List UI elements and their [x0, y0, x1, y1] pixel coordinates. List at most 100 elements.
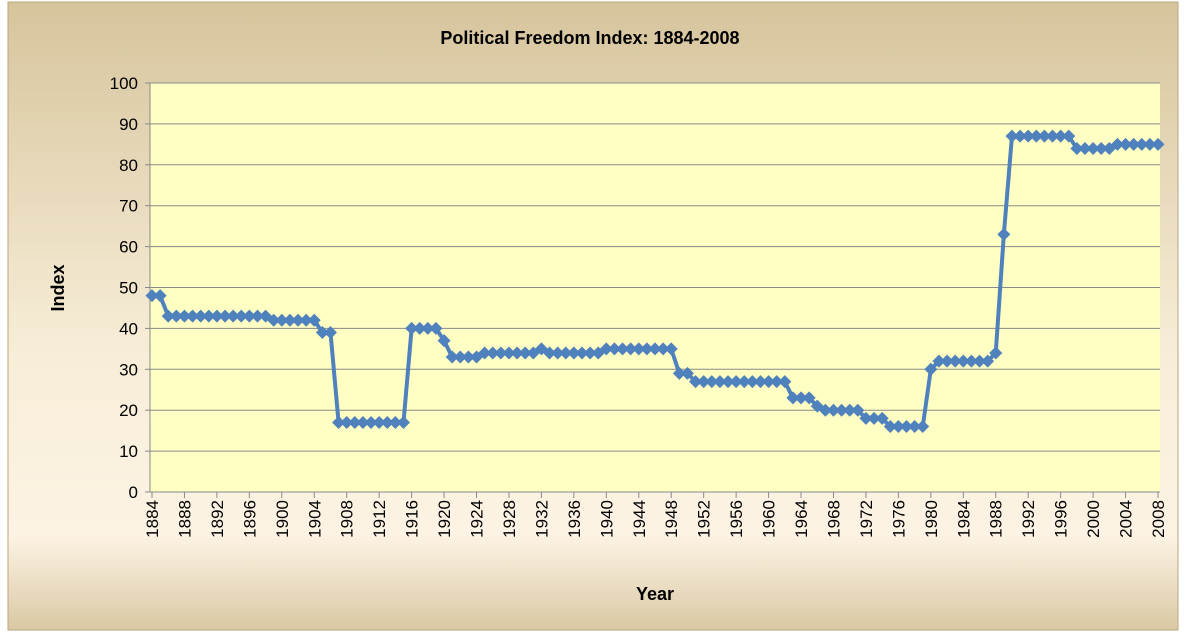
marker: [632, 342, 646, 356]
x-tick-label: 1904: [305, 500, 324, 538]
marker: [1143, 137, 1157, 151]
marker: [672, 366, 686, 380]
marker: [964, 354, 978, 368]
y-tick-label: 40: [119, 319, 138, 338]
marker: [161, 309, 175, 323]
x-tick-label: 1956: [727, 500, 746, 538]
marker: [664, 342, 678, 356]
marker: [478, 346, 492, 360]
marker: [956, 354, 970, 368]
x-tick-label: 1884: [143, 500, 162, 538]
marker: [413, 321, 427, 335]
marker: [924, 362, 938, 376]
marker: [762, 375, 776, 389]
marker: [1062, 129, 1076, 143]
marker: [786, 391, 800, 405]
marker: [656, 342, 670, 356]
marker: [891, 420, 905, 434]
x-tick-label: 1908: [338, 500, 357, 538]
x-tick-label: 1896: [240, 500, 259, 538]
marker: [737, 375, 751, 389]
x-tick-label: 1888: [175, 500, 194, 538]
marker: [372, 415, 386, 429]
marker: [445, 350, 459, 364]
marker: [153, 289, 167, 303]
y-tick-label: 70: [119, 197, 138, 216]
marker: [559, 346, 573, 360]
marker: [843, 403, 857, 417]
marker: [510, 346, 524, 360]
marker: [421, 321, 435, 335]
x-tick-label: 2004: [1117, 500, 1136, 538]
marker: [908, 420, 922, 434]
marker: [283, 313, 297, 327]
marker: [680, 366, 694, 380]
x-tick-label: 1960: [760, 500, 779, 538]
marker: [323, 325, 337, 339]
marker: [859, 411, 873, 425]
y-tick-label: 80: [119, 156, 138, 175]
x-tick-label: 1972: [857, 500, 876, 538]
marker: [291, 313, 305, 327]
marker: [1005, 129, 1019, 143]
marker: [900, 420, 913, 434]
x-tick-label: 1980: [922, 500, 941, 538]
marker: [713, 375, 727, 389]
marker: [802, 391, 816, 405]
y-tick-label: 50: [119, 279, 138, 298]
x-tick-label: 1952: [695, 500, 714, 538]
marker: [299, 313, 313, 327]
marker: [770, 375, 784, 389]
marker: [226, 309, 240, 323]
marker: [380, 415, 394, 429]
x-tick-label: 1916: [403, 500, 422, 538]
y-tick-label: 30: [119, 360, 138, 379]
marker: [194, 309, 208, 323]
marker: [315, 325, 329, 339]
marker: [851, 403, 865, 417]
marker: [745, 375, 759, 389]
marker: [1013, 129, 1027, 143]
marker: [1070, 141, 1084, 155]
x-tick-label: 1928: [500, 500, 519, 538]
x-tick-label: 1912: [370, 500, 389, 538]
marker: [1078, 141, 1092, 155]
marker: [234, 309, 248, 323]
marker: [1037, 129, 1051, 143]
x-tick-label: 1996: [1052, 500, 1071, 538]
marker: [1119, 137, 1133, 151]
y-tick-label: 10: [119, 442, 138, 461]
marker: [250, 309, 264, 323]
marker: [340, 415, 354, 429]
marker: [989, 346, 1003, 360]
marker: [218, 309, 232, 323]
marker: [835, 403, 849, 417]
x-tick-label: 1924: [468, 500, 487, 538]
y-tick-label: 20: [119, 401, 138, 420]
x-tick-label: 1988: [987, 500, 1006, 538]
y-tick-label: 60: [119, 238, 138, 257]
marker: [875, 411, 889, 425]
marker: [210, 309, 224, 323]
marker: [1110, 137, 1124, 151]
marker: [1054, 129, 1068, 143]
marker: [916, 420, 930, 434]
chart-title: Political Freedom Index: 1884-2008: [440, 28, 739, 48]
marker: [1086, 141, 1100, 155]
marker: [753, 375, 767, 389]
x-tick-label: 1936: [565, 500, 584, 538]
marker: [437, 334, 451, 348]
marker: [818, 403, 832, 417]
marker: [948, 354, 962, 368]
marker: [242, 309, 256, 323]
marker: [461, 350, 475, 364]
marker: [973, 354, 987, 368]
x-tick-label: 1968: [824, 500, 843, 538]
marker: [575, 346, 589, 360]
x-tick-label: 2008: [1149, 500, 1168, 538]
marker: [981, 354, 995, 368]
marker: [486, 346, 500, 360]
x-tick-label: 1984: [954, 500, 973, 538]
marker: [867, 411, 881, 425]
